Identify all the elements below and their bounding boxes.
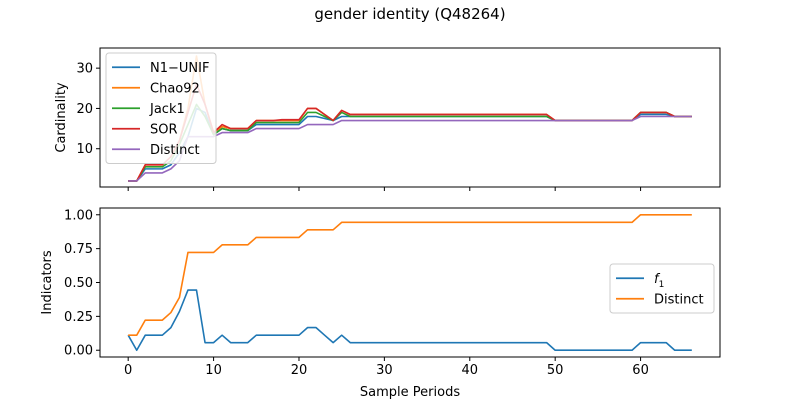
legend-label-text: Chao92 [150, 81, 200, 96]
legend-label: Distinct [150, 143, 200, 158]
y-tick-label: 0.00 [64, 344, 93, 359]
legend-label-text: f [654, 272, 661, 287]
x-tick-label: 60 [632, 363, 649, 378]
series-line-f [127, 289, 692, 352]
indicators-panel: 0 10 20 30 40 50 60 0.00 0.25 0.50 0.75 1.00 Indicat… [40, 207, 721, 400]
legend-label: N1−UNIF [150, 61, 209, 76]
y-tick-label: 0.25 [64, 310, 93, 325]
y-tick-label: 1.00 [64, 208, 93, 223]
legend-label-text: N1−UNIF [150, 61, 209, 76]
legend-box [609, 263, 715, 314]
x-axis-label: Sample Periods [360, 385, 460, 400]
legend-label: Distinct [654, 292, 704, 307]
legend-label-text: SOR [150, 122, 178, 137]
cardinality-panel: 10 20 30 Cardinality N1−UNIF Chao92 Jack1 SOR Di… [54, 47, 721, 191]
y-tick-label: 0.50 [64, 276, 93, 291]
x-tick-label: 0 [124, 363, 132, 378]
y-tick-label: 10 [76, 142, 93, 157]
figure-title: gender identity (Q48264) [314, 5, 505, 23]
legend-label: f1 [654, 272, 664, 290]
legend-label-text: Distinct [150, 143, 200, 158]
x-tick-label: 40 [462, 363, 479, 378]
x-tick-label: 20 [291, 363, 308, 378]
legend: f1 Distinct [609, 263, 715, 314]
legend-label: Jack1 [149, 102, 185, 117]
legend-box [105, 52, 217, 164]
y-tick-label: 30 [76, 62, 93, 77]
series-line-distinct [128, 213, 692, 336]
legend-label: SOR [150, 122, 178, 137]
plot-frame [99, 47, 721, 188]
legend-label-subscript: 1 [659, 280, 665, 290]
y-axis-label: Cardinality [54, 82, 69, 153]
y-axis-label: Indicators [40, 250, 55, 314]
x-tick-label: 10 [205, 363, 222, 378]
legend-label-text: Distinct [654, 292, 704, 307]
x-tick-label: 50 [547, 363, 564, 378]
legend: N1−UNIF Chao92 Jack1 SOR Distinct [105, 52, 217, 164]
legend-label: Chao92 [150, 81, 200, 96]
x-tick-label: 30 [376, 363, 393, 378]
y-tick-label: 20 [76, 102, 93, 117]
y-tick-label: 0.75 [64, 242, 93, 257]
legend-label-text: Jack1 [149, 102, 185, 117]
